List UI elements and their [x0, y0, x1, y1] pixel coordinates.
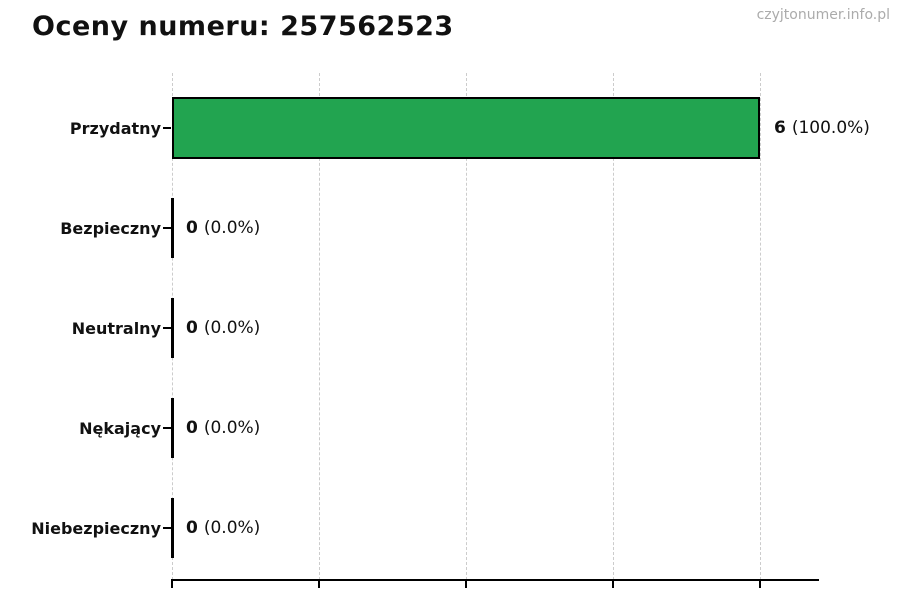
value-number: 0	[186, 318, 198, 338]
value-percent: (0.0%)	[203, 518, 261, 538]
bar-przydatny	[172, 97, 760, 159]
x-tick	[171, 580, 173, 588]
category-label: Neutralny	[71, 318, 161, 338]
y-tick	[163, 427, 171, 429]
x-tick	[759, 580, 761, 588]
category-label: Nękający	[79, 418, 161, 438]
value-percent: (0.0%)	[203, 418, 261, 438]
bar-bezpieczny	[171, 198, 174, 258]
x-axis-line	[171, 579, 819, 581]
value-percent: (0.0%)	[203, 218, 261, 238]
value-percent: (0.0%)	[203, 318, 261, 338]
chart-row: Bezpieczny 0 (0.0%)	[0, 178, 900, 278]
category-label: Niebezpieczny	[31, 518, 161, 538]
value-label: 0 (0.0%)	[186, 278, 260, 378]
category-label: Przydatny	[69, 118, 161, 138]
y-tick	[163, 527, 171, 529]
chart-row: Przydatny 6 (100.0%)	[0, 78, 900, 178]
category-label: Bezpieczny	[60, 218, 161, 238]
x-tick	[612, 580, 614, 588]
value-number: 0	[186, 518, 198, 538]
value-percent: (100.0%)	[791, 118, 870, 138]
value-number: 6	[774, 118, 786, 138]
bar-neutralny	[171, 298, 174, 358]
value-number: 0	[186, 218, 198, 238]
gridline	[760, 73, 761, 580]
y-tick	[163, 127, 171, 129]
y-tick	[163, 327, 171, 329]
x-tick	[318, 580, 320, 588]
value-label: 0 (0.0%)	[186, 378, 260, 478]
x-tick	[465, 580, 467, 588]
value-label: 6 (100.0%)	[774, 78, 870, 178]
value-label: 0 (0.0%)	[186, 178, 260, 278]
gridline	[613, 73, 614, 580]
chart-row: Niebezpieczny 0 (0.0%)	[0, 478, 900, 578]
value-label: 0 (0.0%)	[186, 478, 260, 578]
gridline	[319, 73, 320, 580]
value-number: 0	[186, 418, 198, 438]
gridline	[466, 73, 467, 580]
watermark-site-label: czyjtonumer.info.pl	[756, 7, 890, 23]
bar-niebezpieczny	[171, 498, 174, 558]
chart-row: Nękający 0 (0.0%)	[0, 378, 900, 478]
chart-row: Neutralny 0 (0.0%)	[0, 278, 900, 378]
chart-title: Oceny numeru: 257562523	[32, 11, 454, 42]
bar-nekajacy	[171, 398, 174, 458]
y-tick	[163, 227, 171, 229]
